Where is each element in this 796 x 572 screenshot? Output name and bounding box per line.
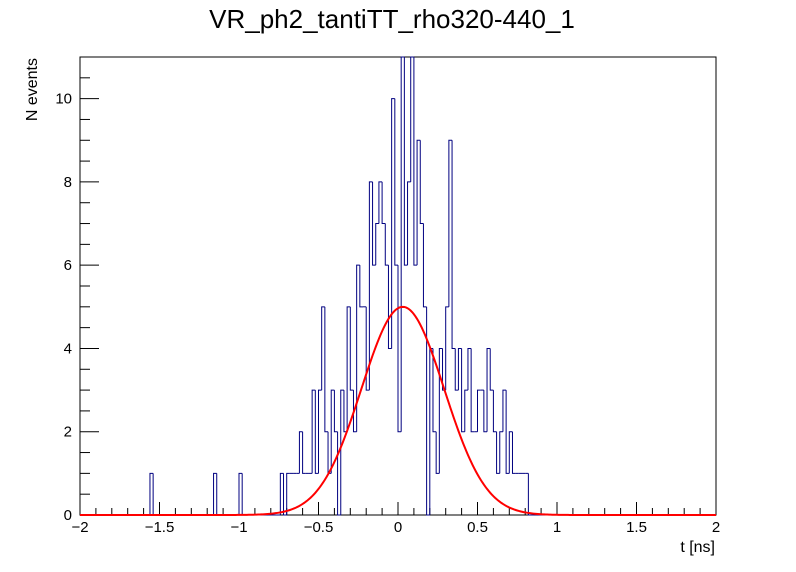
- histogram-bin: [314, 390, 319, 474]
- histogram-bin: [381, 181, 386, 225]
- histogram-bin: [511, 431, 516, 474]
- histogram-bin: [378, 181, 383, 224]
- histogram-bin: [432, 348, 437, 433]
- y-tick-label: 6: [64, 257, 72, 274]
- histogram-bin: [318, 389, 322, 474]
- x-tick-label: −1.5: [145, 519, 175, 536]
- histogram-bin: [391, 98, 395, 349]
- histogram-bin: [324, 306, 329, 433]
- y-axis-label: N events: [24, 58, 41, 121]
- histogram-bin: [448, 139, 453, 307]
- y-tick-label: 4: [64, 340, 72, 357]
- histogram-bin: [454, 348, 459, 391]
- x-tick-label: 2: [712, 519, 720, 536]
- histogram-bin: [496, 431, 500, 474]
- histogram-bin: [445, 306, 449, 391]
- x-tick-label: 0: [394, 519, 402, 536]
- histogram-bin: [397, 265, 402, 433]
- histogram-bin: [330, 389, 335, 474]
- histogram-bin: [403, 57, 408, 266]
- histogram-bin: [302, 431, 306, 474]
- histogram-bin: [286, 472, 290, 515]
- histogram-bin: [410, 56, 414, 182]
- histogram-bin: [311, 389, 316, 474]
- histogram-bin: [365, 306, 370, 391]
- y-tick-label: 2: [64, 424, 72, 441]
- histogram-bin: [508, 431, 513, 474]
- histogram-bin: [298, 431, 303, 474]
- histogram-bin: [470, 348, 475, 433]
- histogram-bin: [213, 472, 217, 515]
- histogram-bin: [464, 389, 468, 432]
- histogram-bin: [368, 181, 373, 391]
- histogram-bin: [238, 472, 243, 515]
- histogram-bin: [502, 389, 507, 432]
- y-tick-label: 0: [64, 507, 72, 524]
- histogram-bin: [387, 265, 392, 349]
- histogram-bin: [283, 473, 287, 516]
- histogram-bin: [333, 390, 338, 433]
- histogram-bin: [349, 306, 354, 391]
- histogram-bin: [435, 431, 440, 474]
- histogram-bin: [372, 181, 376, 266]
- histogram-bin: [384, 223, 389, 266]
- histogram-bin: [279, 472, 284, 515]
- y-axis-tick-labels: 0 2 4 6 8 10: [55, 91, 72, 524]
- histogram-bin: [356, 264, 360, 432]
- histogram-bin: [461, 348, 465, 433]
- x-tick-label: −2: [71, 519, 88, 536]
- histogram-bin: [527, 473, 532, 516]
- chart-title: VR_ph2_tantiTT_rho320-440_1: [209, 4, 575, 34]
- x-tick-label: −1: [230, 519, 247, 536]
- x-tick-label: 1.5: [626, 519, 647, 536]
- x-tick-label: −0.5: [304, 519, 334, 536]
- x-axis-tick-labels: −2 −1.5 −1 −0.5 0 0.5 1 1.5 2: [71, 519, 720, 536]
- histogram-bin: [149, 472, 154, 515]
- histogram-bin: [416, 139, 421, 266]
- x-tick-label: 0.5: [467, 519, 488, 536]
- x-tick-label: 1: [553, 519, 561, 536]
- histogram-bin: [483, 390, 488, 433]
- histogram-bin: [346, 306, 351, 432]
- histogram-bin: [457, 347, 462, 391]
- histogram-bin: [451, 140, 456, 349]
- histogram-bin: [486, 347, 491, 432]
- histogram-bin: [467, 347, 472, 391]
- histogram-bin: [321, 306, 325, 391]
- histogram-bin: [438, 347, 443, 474]
- histogram-bin: [413, 57, 418, 266]
- histogram-bin: [489, 348, 494, 391]
- histogram-bin: [359, 265, 364, 308]
- histogram-bin: [426, 306, 430, 516]
- histogram-bin: [422, 223, 427, 308]
- histogram-bin: [492, 390, 497, 433]
- histogram-bin: [419, 140, 424, 225]
- histogram-bin: [477, 389, 481, 432]
- histogram-bin: [407, 181, 411, 266]
- histogram-bin: [340, 389, 344, 515]
- histogram-bin: [337, 431, 341, 516]
- histogram-bin: [394, 98, 398, 266]
- histogram-bin: [352, 390, 357, 433]
- x-axis-label: t [ns]: [680, 539, 715, 556]
- y-tick-label: 8: [64, 174, 72, 191]
- histogram-bin: [505, 390, 510, 474]
- histogram-bin: [499, 431, 503, 474]
- y-tick-label: 10: [55, 91, 72, 108]
- histogram-bin: [375, 223, 379, 266]
- gaussian-fit-curve: [80, 305, 716, 516]
